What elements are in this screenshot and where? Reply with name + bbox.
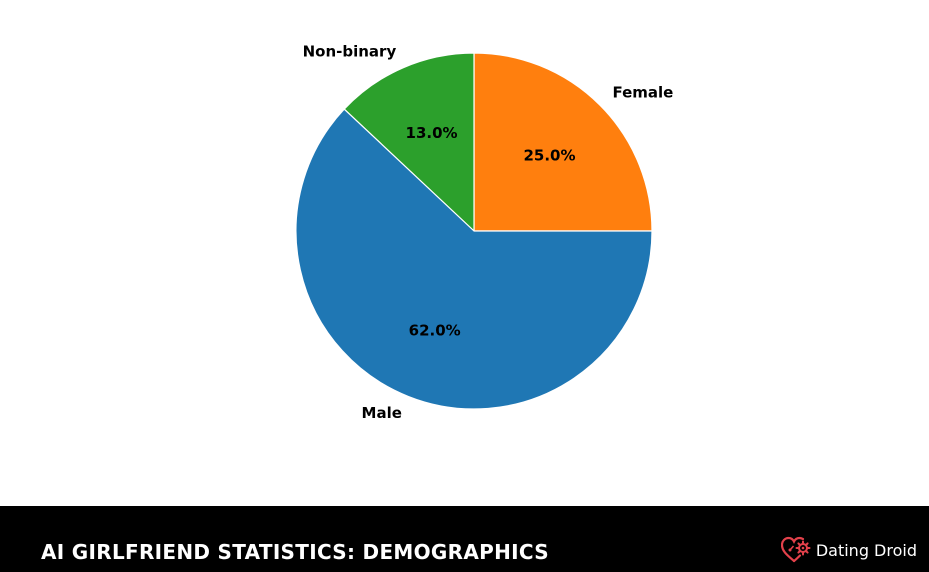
footer-bar: AI GIRLFRIEND STATISTICS: DEMOGRAPHICS D… [0,506,929,572]
pie-chart-svg: 25.0% Female 13.0% Non-binary 62.0% Male [295,42,673,422]
pie-percent-label: 25.0% [523,146,575,164]
pie-percent-label: 62.0% [409,321,461,339]
brand-name: Dating Droid [815,540,917,560]
pie-slice-non-binary [343,52,475,233]
pie-percent-label: 13.0% [406,124,458,142]
pie-category-label: Female [612,84,673,102]
pie-slice-male [295,108,653,410]
pie-category-label: Male [362,404,402,422]
pie-category-label: Non-binary [303,42,397,60]
heart-gear-icon [780,536,811,563]
pie-chart: 25.0% Female 13.0% Non-binary 62.0% Male [295,42,673,422]
footer-title: AI GIRLFRIEND STATISTICS: DEMOGRAPHICS [41,540,549,564]
pie-slice-female [473,52,653,232]
brand-logo[interactable]: Dating Droid [780,536,917,564]
